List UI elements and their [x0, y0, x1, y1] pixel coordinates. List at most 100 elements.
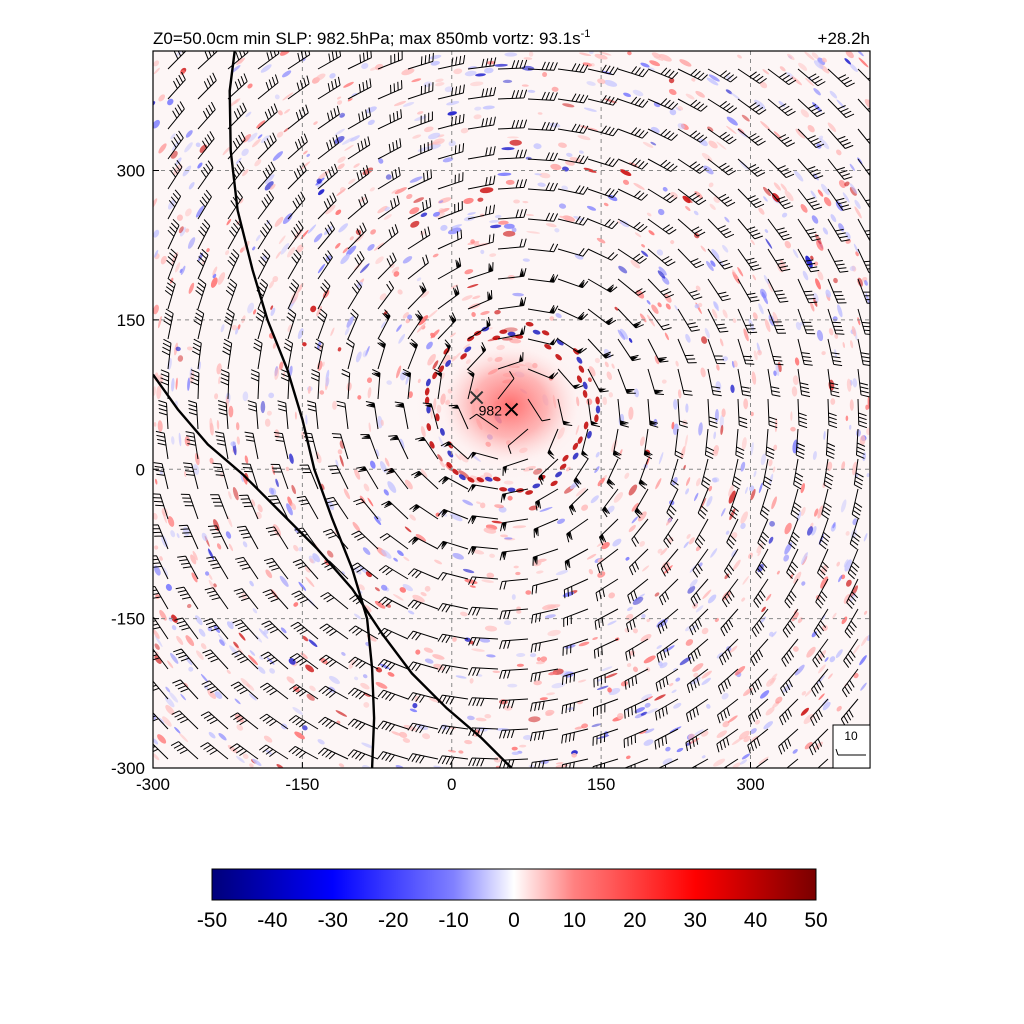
vorticity-blob	[805, 77, 815, 87]
vorticity-blob	[754, 99, 766, 110]
vorticity-blob	[253, 309, 257, 315]
vorticity-blob	[657, 270, 666, 279]
wind-barb-pennant	[502, 522, 507, 530]
wind-barb	[468, 757, 499, 767]
vorticity-blob	[232, 486, 239, 501]
wind-barb	[598, 518, 619, 546]
vorticity-blob	[298, 581, 307, 591]
x-tick-label: -150	[285, 775, 319, 794]
vorticity-blob	[741, 437, 747, 450]
vorticity-blob	[763, 186, 771, 197]
vorticity-blob	[687, 585, 696, 594]
colorbar-tick-label: 30	[684, 909, 707, 932]
vorticity-blob	[346, 316, 354, 328]
vorticity-blob	[341, 571, 346, 575]
vorticity-blob	[309, 558, 314, 564]
wind-barb	[296, 495, 319, 520]
vorticity-blob	[249, 763, 254, 768]
vorticity-blob	[619, 169, 632, 176]
wind-barb	[202, 649, 229, 670]
vorticity-blob	[411, 78, 422, 83]
wind-barb-pennant	[607, 479, 614, 486]
wind-barb	[737, 368, 752, 397]
wind-barb	[259, 713, 289, 730]
wind-barb	[847, 548, 860, 580]
vorticity-blob	[632, 596, 644, 605]
vorticity-blob	[669, 682, 674, 687]
vorticity-blob	[763, 274, 770, 285]
wind-barb	[191, 338, 202, 370]
wind-barb	[663, 518, 679, 548]
vorticity-blob	[461, 295, 473, 301]
wind-barb	[797, 128, 825, 149]
wind-barb	[437, 572, 469, 581]
wind-barb-pennant	[630, 356, 639, 361]
vorticity-blob	[174, 262, 181, 273]
vorticity-blob	[732, 271, 741, 284]
vorticity-blob	[810, 301, 815, 312]
vorticity-blob	[394, 187, 407, 195]
vorticity-blob	[708, 74, 720, 82]
wind-barb	[557, 215, 589, 226]
vorticity-blob	[551, 682, 566, 689]
wind-barb	[257, 249, 271, 280]
vorticity-blob	[768, 459, 773, 467]
vorticity-blob	[685, 488, 690, 495]
wind-barb	[593, 698, 619, 717]
vorticity-blob	[167, 199, 176, 210]
wind-barb	[499, 638, 529, 650]
vorticity-blob	[402, 312, 409, 319]
vorticity-blob	[528, 716, 541, 723]
wind-barb-pennant	[386, 468, 395, 473]
wind-barb	[655, 698, 679, 721]
wind-barb	[336, 400, 349, 430]
vorticity-blob	[582, 62, 593, 67]
vorticity-blob	[819, 138, 830, 150]
vorticity-blob	[546, 692, 556, 696]
wind-barb	[767, 248, 791, 272]
vorticity-blob	[194, 615, 203, 626]
eyewall-blob	[447, 450, 454, 458]
vorticity-blob	[596, 237, 606, 244]
vorticity-blob	[358, 584, 365, 591]
vorticity-blob	[367, 387, 372, 399]
vorticity-blob	[743, 398, 749, 410]
wind-barb	[253, 338, 263, 370]
vorticity-blob	[668, 77, 675, 84]
vorticity-blob	[407, 610, 415, 615]
vorticity-blob	[353, 468, 361, 480]
wind-barb	[259, 682, 289, 700]
wind-barb-pennant	[421, 285, 427, 294]
vorticity-blob	[291, 484, 297, 495]
eyewall-blob	[484, 476, 493, 482]
wind-barb	[153, 712, 169, 730]
vorticity-blob	[710, 548, 718, 558]
vorticity-blob	[349, 236, 354, 241]
wind-barb	[723, 758, 739, 768]
wind-barb	[750, 638, 769, 667]
vorticity-blob	[760, 453, 767, 466]
wind-barb	[319, 623, 349, 640]
wind-barb	[201, 680, 229, 700]
wind-barb-pennant	[519, 327, 524, 335]
wind-barb	[288, 745, 319, 760]
wind-barb	[235, 556, 259, 580]
vorticity-blob	[558, 203, 567, 209]
wind-barb	[207, 525, 229, 550]
wind-barb	[437, 540, 469, 550]
vorticity-blob	[791, 76, 802, 86]
vorticity-blob	[811, 526, 817, 536]
vorticity-blob	[367, 497, 374, 507]
wind-barb	[153, 493, 169, 520]
wind-barb	[779, 698, 799, 726]
wind-barb	[819, 518, 831, 550]
wind-barb	[437, 229, 463, 250]
vorticity-blob	[709, 203, 716, 211]
vorticity-blob	[523, 734, 533, 741]
vorticity-blob	[467, 715, 475, 721]
wind-barb	[587, 338, 614, 359]
vorticity-blob	[685, 206, 691, 211]
vorticity-blob	[821, 57, 827, 63]
vorticity-blob	[280, 243, 290, 255]
wind-barb	[299, 464, 319, 490]
